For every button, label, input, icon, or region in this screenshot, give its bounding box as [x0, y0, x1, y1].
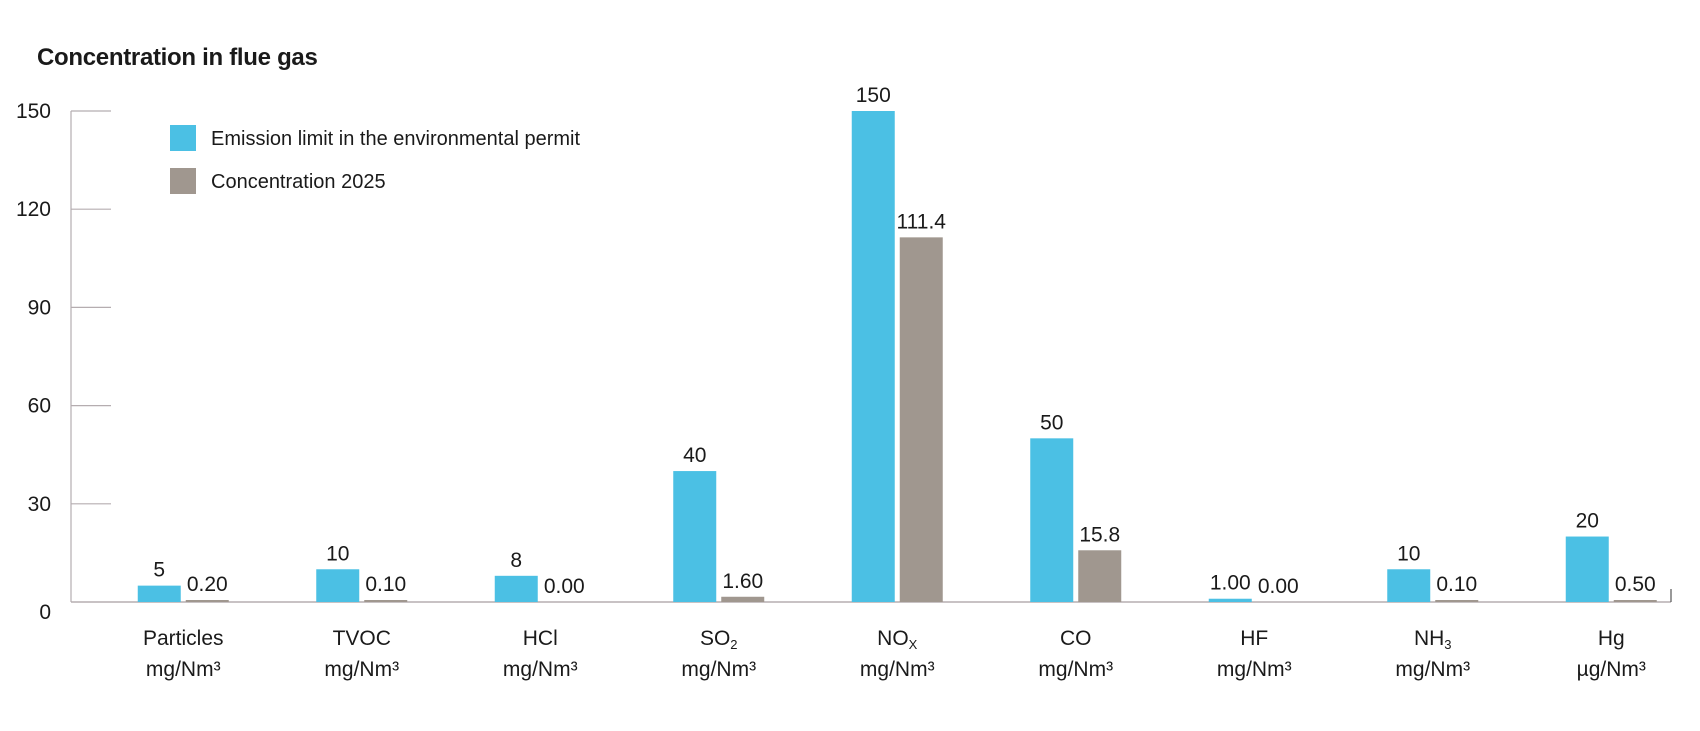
legend-swatch [170, 125, 196, 151]
bar-concentration [721, 596, 765, 602]
bar-limit [673, 471, 717, 602]
bar-concentration [1078, 550, 1122, 602]
bar-concentration [185, 600, 229, 602]
category-label: Particles [143, 627, 224, 650]
data-label: 0.50 [1615, 573, 1656, 596]
category-label: CO [1060, 627, 1092, 650]
data-label: 150 [856, 84, 891, 107]
bar-limit [1565, 536, 1609, 602]
category-label: HCl [523, 627, 558, 650]
category-unit-label: µg/Nm³ [1577, 658, 1646, 681]
y-tick-label: 0 [39, 601, 51, 624]
y-tick-label: 150 [16, 100, 51, 123]
data-label: 0.10 [1436, 573, 1477, 596]
category-unit-label: mg/Nm³ [324, 658, 399, 681]
y-tick-label: 60 [28, 395, 51, 418]
y-tick-label: 120 [16, 198, 51, 221]
data-label: 50 [1040, 411, 1063, 434]
y-tick-label: 30 [28, 493, 51, 516]
category-unit-label: mg/Nm³ [681, 658, 756, 681]
bar-concentration [1435, 600, 1479, 602]
category-unit-label: mg/Nm³ [1038, 658, 1113, 681]
bar-limit [316, 569, 360, 602]
data-label: 1.60 [722, 570, 763, 593]
data-label: 15.8 [1079, 523, 1120, 546]
legend-label: Concentration 2025 [211, 171, 386, 193]
bar-limit [137, 585, 181, 602]
category-unit-label: mg/Nm³ [503, 658, 578, 681]
category-unit-label: mg/Nm³ [1217, 658, 1292, 681]
bar-concentration [1613, 600, 1657, 602]
bar-limit [1208, 598, 1252, 602]
data-label: 0.00 [1258, 575, 1299, 598]
category-label: Hg [1598, 627, 1625, 650]
bar-limit [494, 575, 538, 602]
data-label: 0.10 [365, 573, 406, 596]
data-label: 10 [326, 542, 349, 565]
category-label: SO2 [700, 627, 738, 652]
data-label: 40 [683, 444, 706, 467]
data-label: 1.00 [1210, 572, 1251, 595]
category-label: NOX [877, 627, 918, 652]
data-label: 0.00 [544, 575, 585, 598]
data-label: 111.4 [897, 210, 947, 233]
bar-limit [1387, 569, 1431, 602]
y-tick-label: 90 [28, 296, 51, 319]
data-label: 20 [1576, 510, 1599, 533]
data-label: 10 [1397, 542, 1420, 565]
bar-concentration [364, 600, 408, 602]
category-unit-label: mg/Nm³ [860, 658, 935, 681]
legend-swatch [170, 168, 196, 194]
data-label: 0.20 [187, 573, 228, 596]
data-label: 5 [153, 559, 165, 582]
category-label: TVOC [333, 627, 391, 650]
legend-label: Emission limit in the environmental perm… [211, 128, 580, 150]
category-unit-label: mg/Nm³ [1395, 658, 1470, 681]
bar-concentration [899, 237, 943, 603]
bar-limit [1030, 438, 1074, 602]
category-label: HF [1240, 627, 1268, 650]
chart-title: Concentration in flue gas [37, 44, 318, 71]
data-label: 8 [510, 549, 522, 572]
category-label: NH3 [1414, 627, 1452, 652]
bar-limit [851, 111, 895, 602]
category-unit-label: mg/Nm³ [146, 658, 221, 681]
